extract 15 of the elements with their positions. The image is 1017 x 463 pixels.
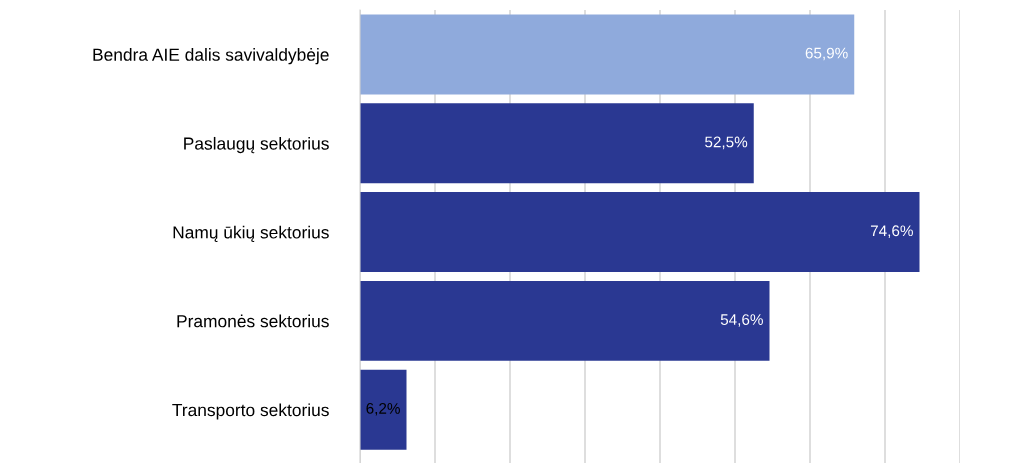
data-label: 74,6% [870,225,913,238]
y-tick-label: Bendra AIE dalis savivaldybėje [93,48,329,65]
y-tick-label: Pramonės sektorius [177,314,329,328]
bar [360,192,920,273]
data-label: 6,2% [366,402,400,416]
y-tick-label: Paslaugų sektorius [184,136,329,154]
data-label: 54,6% [720,314,763,327]
bar [360,280,770,361]
bar [360,369,407,450]
data-label: 52,5% [705,136,748,150]
y-tick-label: Namų ūkių sektorius [173,225,329,242]
y-tick-label: Transporto sektorius [172,403,329,420]
bar [360,14,855,95]
bar [360,103,754,184]
data-label: 65,9% [805,47,848,61]
